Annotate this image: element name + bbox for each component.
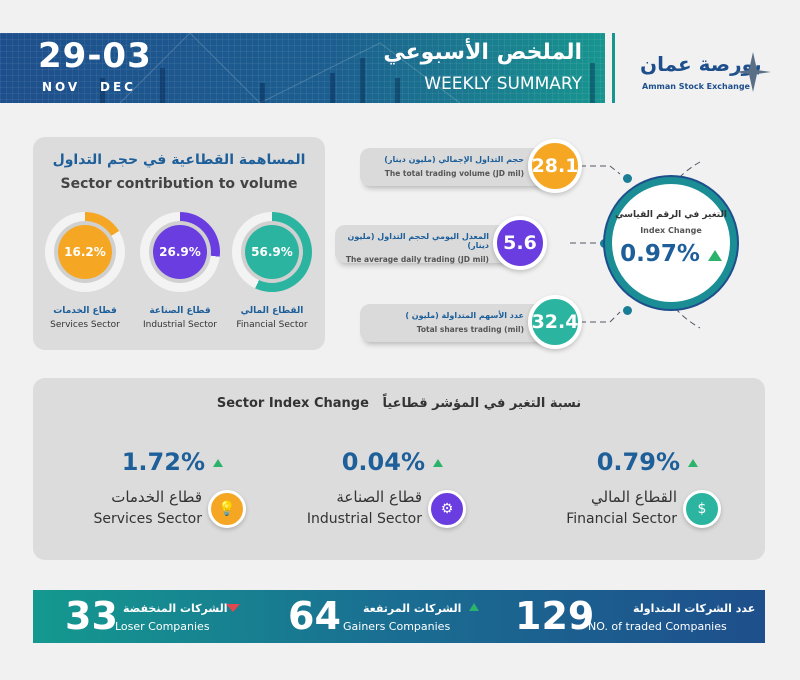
sector-index-value: 0.04% bbox=[341, 448, 425, 476]
lightbulb-icon: 💡 bbox=[208, 490, 246, 528]
title-arabic: الملخص الأسبوعي bbox=[383, 40, 582, 65]
sector-name-en: Financial Sector bbox=[566, 511, 677, 527]
sector-name-en: Services Sector bbox=[93, 511, 203, 527]
down-arrow-icon bbox=[226, 604, 240, 612]
sector-name-ar: قطاع الصناعة bbox=[336, 488, 422, 506]
sector-name-en: Services Sector bbox=[50, 320, 120, 330]
up-arrow-icon bbox=[433, 459, 443, 467]
contribution-title-ar: المساهمة القطاعية في حجم التداول bbox=[52, 152, 306, 168]
sector-index-item: 0.79% القطاع المالي Financial Sector $ bbox=[505, 448, 721, 538]
donut-label: القطاع المالي Financial Sector bbox=[222, 306, 322, 330]
donut-value: 26.9% bbox=[153, 225, 207, 279]
logo-star-icon bbox=[735, 52, 771, 92]
traded-label-en: NO. of traded Companies bbox=[588, 620, 727, 633]
sector-name-ar: قطاع الخدمات bbox=[53, 306, 117, 316]
up-arrow-icon bbox=[213, 459, 223, 467]
stat-label-ar: حجم التداول الإجمالي (مليون دينار) bbox=[384, 155, 524, 164]
contribution-title-en: Sector contribution to volume bbox=[60, 176, 298, 192]
donut-chart: 16.2% bbox=[45, 212, 125, 292]
divider bbox=[612, 33, 615, 103]
up-arrow-icon bbox=[707, 250, 722, 261]
losers-label-en: Loser Companies bbox=[115, 620, 210, 633]
sector-index-title-en: Sector Index Change bbox=[216, 396, 369, 411]
sector-name-ar: القطاع المالي bbox=[591, 488, 677, 506]
donut-chart: 26.9% bbox=[140, 212, 220, 292]
sector-index-value: 1.72% bbox=[121, 448, 205, 476]
donut-value: 16.2% bbox=[58, 225, 112, 279]
sector-index-panel bbox=[33, 378, 765, 560]
stat-value: 28.1 bbox=[528, 139, 582, 193]
up-arrow-icon bbox=[688, 459, 698, 467]
donut-value: 56.9% bbox=[245, 225, 299, 279]
stat-value: 5.6 bbox=[493, 216, 547, 270]
losers-count: 33 bbox=[65, 594, 118, 638]
index-change-value: 0.97% bbox=[620, 241, 700, 267]
chart-decoration bbox=[100, 33, 595, 103]
gainers-count: 64 bbox=[288, 594, 341, 638]
stat-value: 32.4 bbox=[528, 295, 582, 349]
sector-name-ar: القطاع المالي bbox=[240, 306, 304, 316]
losers-label-ar: الشركات المنخفضة bbox=[123, 602, 228, 615]
sector-name-en: Industrial Sector bbox=[142, 320, 217, 330]
logo-english: Amman Stock Exchange bbox=[642, 82, 750, 91]
sector-name-ar: قطاع الصناعة bbox=[149, 306, 211, 316]
gear-icon: ⚙ bbox=[428, 490, 466, 528]
gainers-label-ar: الشركات المرتفعة bbox=[363, 602, 462, 615]
index-change-label-ar: التغير في الرقم القياسي bbox=[615, 210, 727, 220]
connector-dot bbox=[623, 306, 632, 315]
index-change-circle: التغير في الرقم القياسي Index Change 0.9… bbox=[605, 177, 737, 309]
sector-index-value: 0.79% bbox=[596, 448, 680, 476]
connector-dot bbox=[623, 174, 632, 183]
stat-label-en: Total shares trading (mil) bbox=[416, 325, 524, 334]
sector-name-ar: قطاع الخدمات bbox=[111, 488, 202, 506]
connector-dot bbox=[600, 239, 609, 248]
donut-chart: 56.9% bbox=[232, 212, 312, 292]
month-start: NOV bbox=[42, 80, 81, 94]
sector-index-item: 1.72% قطاع الخدمات Services Sector 💡 bbox=[30, 448, 246, 538]
date-range: 29-03 bbox=[38, 36, 152, 76]
up-arrow-icon bbox=[469, 603, 479, 611]
sector-index-title-ar: نسبة التغير في المؤشر قطاعياً bbox=[382, 396, 582, 411]
companies-bar: 33 الشركات المنخفضة Loser Companies 64 ا… bbox=[33, 590, 765, 643]
donut-label: قطاع الخدمات Services Sector bbox=[35, 306, 135, 330]
sector-name-en: Financial Sector bbox=[236, 320, 308, 330]
title-english: WEEKLY SUMMARY bbox=[424, 74, 582, 94]
money-hand-icon: $ bbox=[683, 490, 721, 528]
stat-label-en: The average daily trading (JD mil) bbox=[345, 255, 489, 264]
traded-count: 129 bbox=[515, 594, 595, 638]
sector-name-en: Industrial Sector bbox=[306, 511, 422, 527]
header-banner bbox=[0, 33, 605, 103]
gainers-label-en: Gainers Companies bbox=[343, 620, 451, 633]
stat-card: حجم التداول الإجمالي (مليون دينار) The to… bbox=[360, 148, 560, 186]
traded-label-ar: عدد الشركات المتداولة bbox=[633, 602, 756, 615]
month-end: DEC bbox=[100, 80, 136, 94]
donut-label: قطاع الصناعة Industrial Sector bbox=[130, 306, 230, 330]
stat-label-ar: المعدل اليومي لحجم التداول (مليون دينار) bbox=[347, 232, 489, 250]
sector-index-item: 0.04% قطاع الصناعة Industrial Sector ⚙ bbox=[250, 448, 466, 538]
stat-card: عدد الأسهم المتداولة (مليون ) Total share… bbox=[360, 304, 560, 342]
stat-label-en: The total trading volume (JD mil) bbox=[384, 169, 524, 178]
index-change-label-en: Index Change bbox=[640, 226, 702, 235]
stat-label-ar: عدد الأسهم المتداولة (مليون ) bbox=[405, 311, 524, 320]
